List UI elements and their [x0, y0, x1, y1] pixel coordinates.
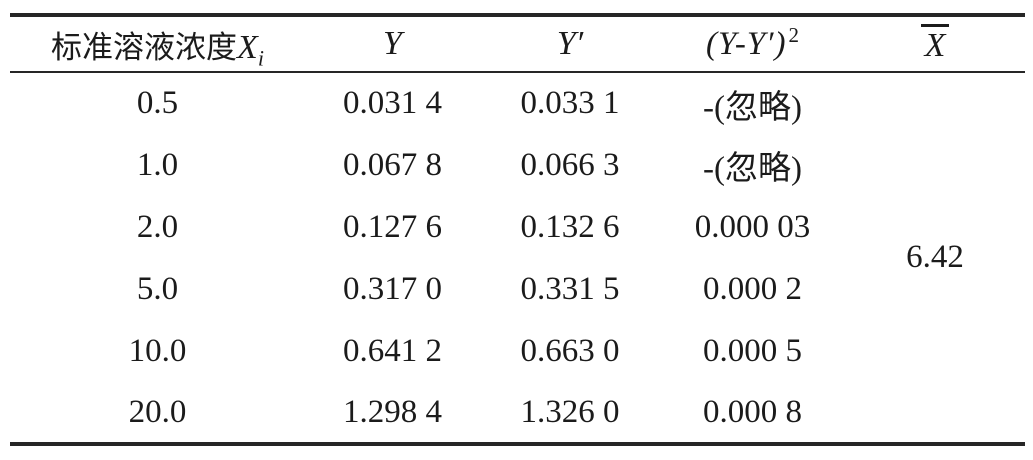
cell-squared-error: -(忽略)	[703, 151, 802, 187]
table-row: 1.0 0.067 8 0.066 3 -(忽略)	[10, 134, 1025, 196]
cell-concentration: 20.0	[128, 393, 187, 430]
cell-y: 0.641 2	[343, 332, 442, 369]
cell-concentration: 5.0	[136, 270, 179, 307]
table-row: 0.5 0.031 4 0.033 1 -(忽略) 6.42	[10, 72, 1025, 275]
cell-concentration: 0.5	[136, 85, 179, 121]
cell-y: 0.031 4	[343, 85, 442, 121]
cell-squared-error: 0.000 2	[703, 270, 802, 307]
header-row: 标准溶液浓度Xi Y Y′ (Y-Y′)2 X	[10, 15, 1025, 72]
cell-concentration: 1.0	[136, 146, 179, 183]
column-header-concentration: 标准溶液浓度Xi	[10, 15, 305, 72]
cell-concentration: 10.0	[128, 332, 187, 369]
cell-squared-error: 0.000 03	[694, 208, 811, 245]
table-row: 2.0 0.127 6 0.132 6 0.000 03	[10, 196, 1025, 258]
column-header-y: Y	[383, 25, 402, 62]
x-bar-symbol: X	[920, 23, 950, 63]
cell-y-prime: 1.326 0	[520, 393, 620, 430]
table-row: 5.0 0.317 0 0.331 5 0.000 2	[10, 258, 1025, 320]
cell-y: 0.127 6	[343, 208, 442, 245]
column-header-x-bar: X	[845, 15, 1025, 72]
squared-error-base: (Y-Y′)	[706, 25, 787, 62]
cell-y-prime: 0.066 3	[520, 146, 620, 183]
squared-error-exponent: 2	[788, 22, 799, 47]
cell-y: 0.317 0	[343, 270, 442, 307]
cell-y-prime: 0.033 1	[520, 85, 620, 121]
column-header-squared-error: (Y-Y′)2	[660, 15, 845, 72]
cell-y-prime: 0.132 6	[520, 208, 620, 245]
cell-squared-error: 0.000 5	[703, 332, 802, 369]
cell-y-prime: 0.663 0	[520, 332, 620, 369]
concentration-label-text: 标准溶液浓度	[51, 29, 238, 65]
cell-squared-error: 0.000 8	[703, 393, 802, 430]
cell-y: 0.067 8	[343, 146, 442, 183]
cell-y-prime: 0.331 5	[520, 270, 620, 307]
table-row: 10.0 0.641 2 0.663 0 0.000 5	[10, 320, 1025, 382]
cell-concentration: 2.0	[136, 208, 179, 245]
cell-squared-error: -(忽略)	[703, 89, 802, 126]
column-header-y-prime: Y′	[556, 25, 584, 62]
cell-x-bar-value: 6.42	[906, 239, 964, 275]
table-row: 20.0 1.298 4 1.326 0 0.000 8	[10, 382, 1025, 444]
data-table: 标准溶液浓度Xi Y Y′ (Y-Y′)2 X 0.5 0.031 4	[10, 13, 1025, 446]
concentration-symbol-x: X	[237, 28, 258, 66]
concentration-subscript-i: i	[257, 45, 264, 71]
cell-y: 1.298 4	[343, 393, 442, 430]
